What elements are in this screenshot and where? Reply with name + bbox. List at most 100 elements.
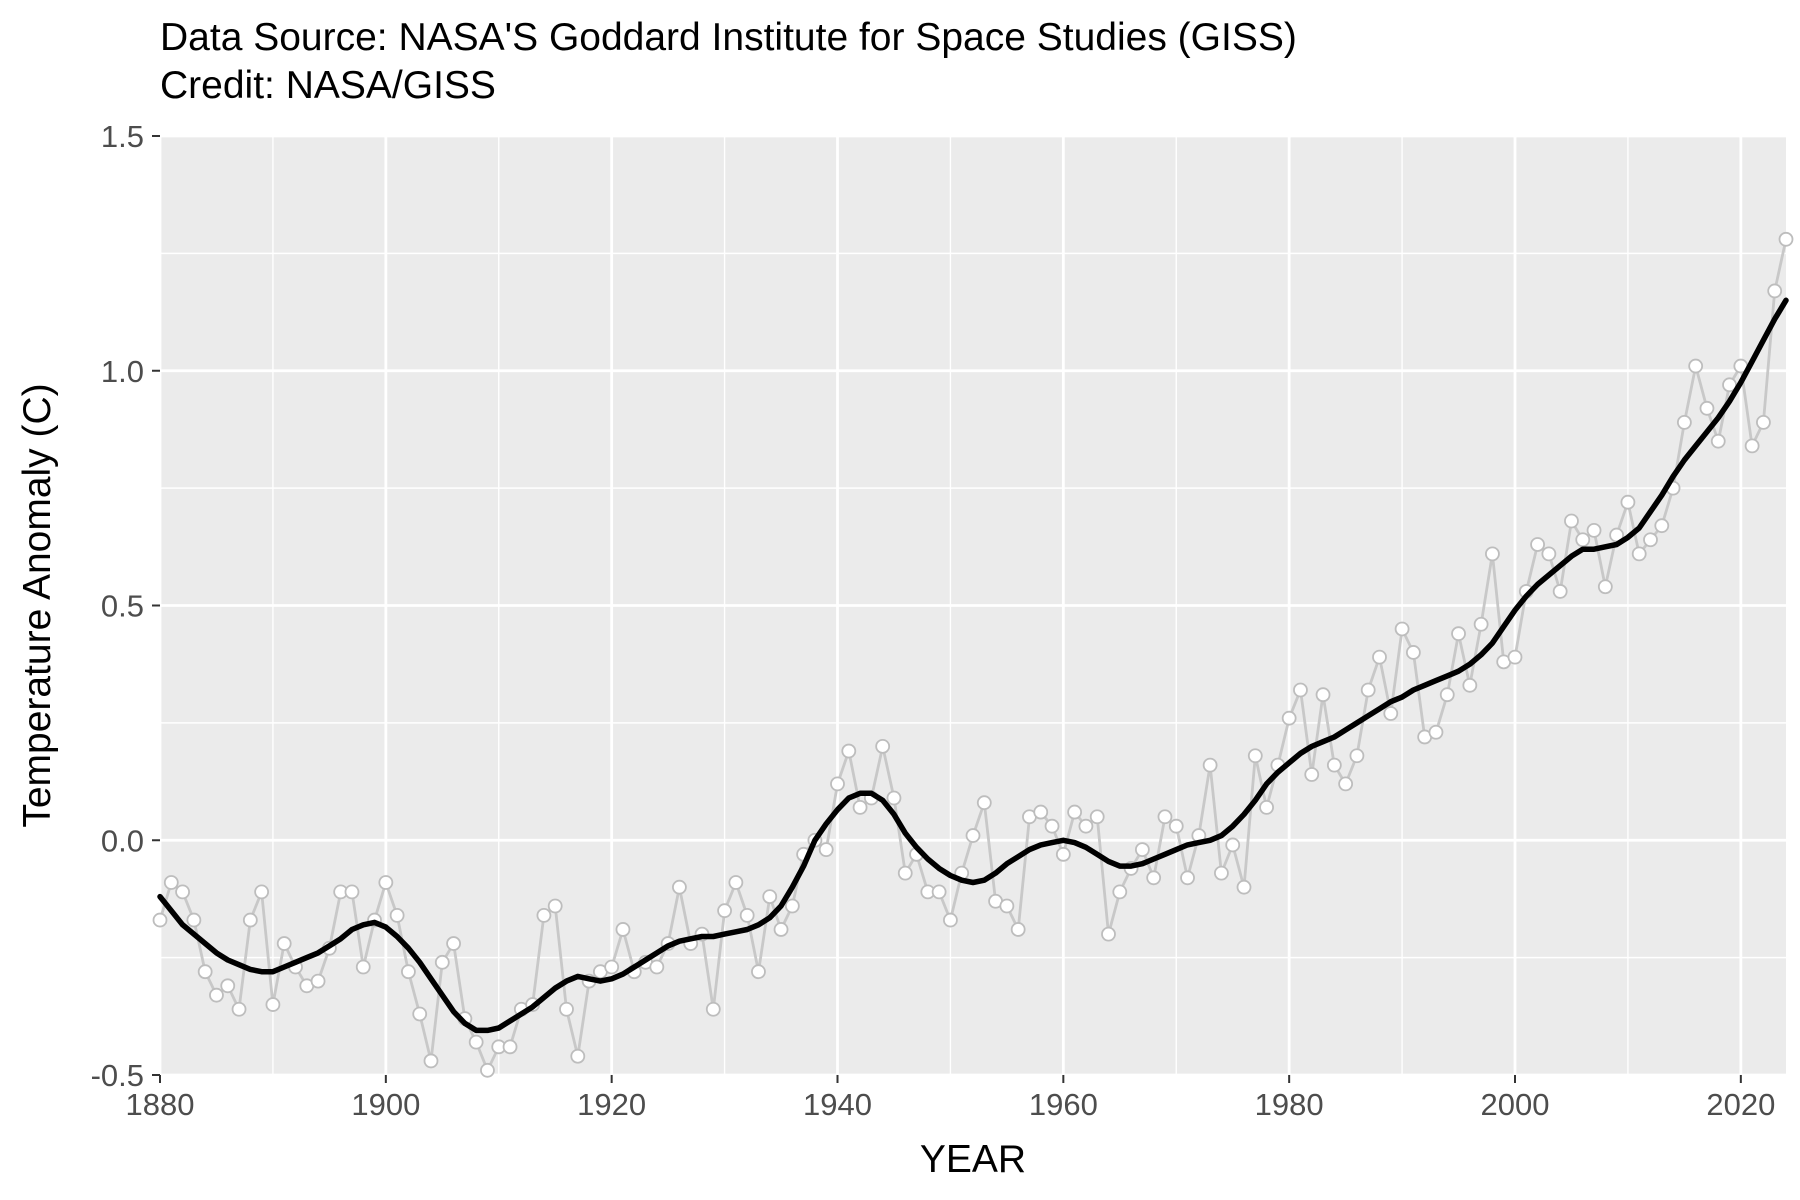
data-point [1405, 645, 1421, 660]
data-point [1078, 818, 1094, 834]
data-point [875, 738, 891, 754]
data-point [841, 743, 857, 759]
data-point [897, 865, 913, 881]
data-point [1157, 809, 1173, 825]
data-point [773, 922, 789, 937]
data-point [1778, 231, 1794, 247]
data-point [1089, 809, 1105, 825]
data-point [1631, 546, 1647, 562]
data-point [344, 884, 360, 900]
y-tick-label: 0.0 [101, 823, 144, 858]
data-point [1281, 710, 1297, 726]
data-point [762, 889, 778, 904]
data-point [355, 959, 371, 975]
data-point [1326, 757, 1342, 773]
data-point [1485, 546, 1500, 562]
data-point [739, 907, 755, 923]
x-tick-label: 1940 [803, 1087, 872, 1122]
data-point [401, 964, 416, 980]
data-point [1067, 804, 1083, 820]
data-point [751, 964, 766, 980]
data-point [1214, 865, 1229, 881]
x-tick-label: 1980 [1255, 1087, 1324, 1122]
data-point [1541, 546, 1557, 562]
data-point [728, 875, 744, 890]
data-point [186, 912, 202, 928]
data-point [1360, 682, 1376, 698]
data-point [1010, 922, 1026, 937]
data-point [604, 959, 620, 975]
data-point [265, 997, 281, 1012]
data-point [1676, 414, 1692, 430]
data-point [1767, 283, 1783, 299]
data-point [1564, 513, 1579, 529]
data-point [209, 987, 224, 1003]
data-point [1225, 837, 1241, 853]
data-point [1180, 870, 1195, 886]
data-point [705, 1001, 721, 1017]
x-tick-label: 1880 [126, 1087, 195, 1122]
data-point [389, 907, 405, 923]
data-point [276, 936, 292, 951]
data-point [1033, 804, 1049, 820]
data-point [1643, 532, 1658, 548]
y-axis-title: Temperature Anomaly (C) [16, 383, 59, 827]
x-tick-label: 1900 [351, 1087, 420, 1122]
data-point [502, 1039, 518, 1055]
data-point [1722, 377, 1737, 393]
data-point [310, 973, 326, 989]
data-point [1134, 842, 1150, 858]
data-point [1236, 879, 1252, 895]
data-point [175, 884, 190, 900]
data-point [1428, 724, 1444, 740]
data-point [434, 954, 450, 970]
data-point [231, 1001, 247, 1017]
data-point [1530, 537, 1545, 552]
data-point [1620, 494, 1636, 510]
x-tick-label: 1920 [577, 1087, 646, 1122]
data-point [784, 898, 800, 914]
data-point [1304, 767, 1320, 782]
data-point [1315, 687, 1331, 703]
data-point [242, 912, 258, 928]
data-point [559, 1001, 574, 1017]
data-point [220, 978, 236, 994]
data-point [1507, 649, 1523, 665]
x-tick-label: 2020 [1706, 1087, 1775, 1122]
data-point [1462, 677, 1478, 693]
data-point [468, 1034, 484, 1050]
data-point [1146, 870, 1162, 886]
y-tick-label: 1.0 [101, 354, 144, 389]
data-point [852, 799, 868, 815]
y-tick-label: 1.5 [101, 119, 144, 154]
data-point [378, 875, 394, 890]
data-point [717, 903, 732, 919]
data-point [163, 875, 179, 890]
data-point [1247, 748, 1263, 764]
data-point [1168, 818, 1184, 834]
data-point [818, 842, 834, 858]
data-point [1338, 776, 1354, 792]
data-point [1451, 626, 1466, 642]
data-point [1202, 757, 1218, 773]
x-tick-label: 2000 [1481, 1087, 1550, 1122]
data-point [1552, 584, 1568, 599]
axes: 1880 1900 1920 1940 1960 1980 2000 2020 -0.5 0.0 0… [91, 119, 1776, 1122]
data-point [1744, 438, 1760, 454]
y-tick-label: -0.5 [91, 1058, 144, 1093]
chart-title: Data Source: NASA'S Goddard Institute fo… [160, 16, 1297, 59]
data-point [672, 879, 687, 895]
data-point [1055, 846, 1071, 862]
data-point [446, 936, 461, 951]
data-point [830, 776, 845, 792]
data-point [1372, 649, 1387, 665]
data-point [1710, 433, 1726, 449]
y-tick-label: 0.5 [101, 589, 144, 624]
data-point [1293, 682, 1308, 698]
data-point [1597, 579, 1613, 595]
data-point [480, 1062, 495, 1078]
data-point [536, 907, 552, 923]
data-point [254, 884, 270, 900]
smoothed-series-line [157, 297, 1789, 1034]
